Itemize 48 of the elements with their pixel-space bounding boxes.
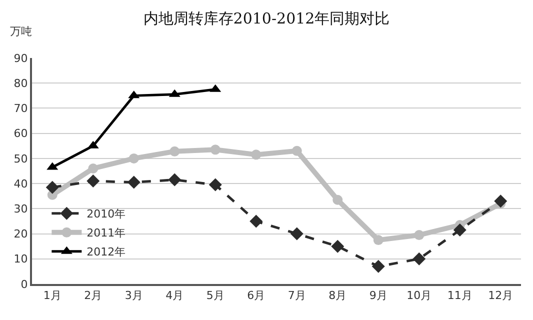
x-tick-label: 7月: [288, 289, 306, 302]
point: [86, 174, 100, 188]
y-tick-label: 30: [14, 202, 28, 216]
point: [170, 146, 180, 156]
point: [250, 214, 263, 228]
y-tick-label: 20: [14, 228, 28, 241]
x-tick-label: 2月: [84, 289, 102, 302]
x-tick-label: 5月: [206, 289, 224, 302]
point: [208, 178, 222, 192]
x-tick-label: 8月: [328, 289, 347, 302]
chart-title: 内地周转库存2010-2012年同期对比: [143, 9, 390, 28]
point: [88, 163, 98, 174]
x-tick-label: 4月: [166, 289, 184, 302]
y-tick-label: 40: [14, 177, 28, 190]
point: [290, 227, 304, 240]
legend-label: 2012年: [86, 246, 126, 259]
point: [372, 260, 385, 273]
point: [128, 153, 139, 164]
y-tick-label: 50: [14, 152, 28, 166]
y-tick-label: 80: [14, 76, 28, 90]
point: [127, 176, 140, 189]
y-tick-label: 0: [20, 278, 28, 291]
point: [453, 224, 466, 237]
point: [373, 235, 384, 246]
point: [46, 180, 59, 194]
x-tick-label: 11月: [447, 289, 472, 302]
legend-label: 2011年: [86, 226, 126, 240]
point: [331, 240, 344, 253]
point: [494, 194, 508, 208]
y-tick-label: 90: [14, 52, 28, 65]
point: [412, 252, 426, 266]
y-axis-title: 万吨: [10, 25, 32, 38]
point: [414, 230, 424, 240]
y-tick-label: 10: [14, 252, 28, 266]
x-tick-label: 6月: [247, 289, 266, 302]
x-tick-label: 3月: [124, 289, 143, 302]
x-tick-label: 10月: [406, 289, 432, 302]
point: [332, 194, 343, 205]
point: [210, 144, 220, 155]
point: [292, 146, 302, 156]
point: [251, 150, 262, 160]
y-tick-label: 60: [14, 127, 28, 140]
y-tick-label: 70: [14, 102, 28, 116]
x-tick-label: 1月: [43, 289, 62, 302]
legend-label: 2010年: [86, 208, 126, 221]
x-tick-label: 12月: [488, 289, 514, 302]
x-tick-label: 9月: [369, 289, 388, 302]
point: [168, 173, 182, 186]
